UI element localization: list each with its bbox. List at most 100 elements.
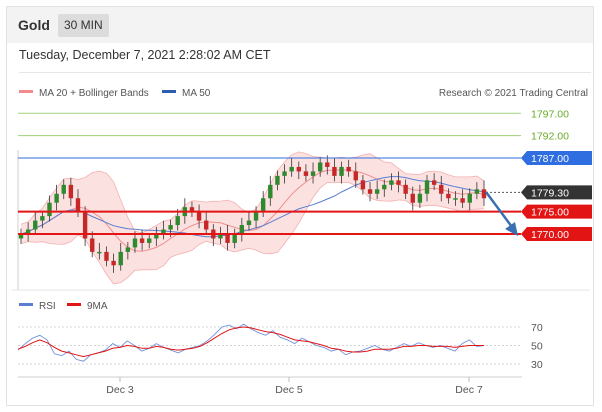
- candle-body: [431, 180, 437, 185]
- key-levels: 1797.00 1792.00 1787.00 1779.30 1775.00 1770.…: [18, 108, 592, 241]
- candle-body: [225, 234, 230, 243]
- resistance-label: 1792.00: [531, 131, 569, 143]
- bollinger-band: [21, 151, 484, 284]
- candle-body: [325, 162, 330, 167]
- candle-body: [296, 166, 301, 172]
- candle-body: [97, 251, 102, 254]
- candle-body: [239, 225, 245, 234]
- candle-body: [47, 202, 52, 217]
- main-legend: MA 20 + Bollinger Bands MA 50 Research ©…: [19, 88, 588, 99]
- candle-body: [90, 238, 95, 252]
- candle-body: [82, 211, 88, 239]
- candle-body: [61, 184, 66, 194]
- x-tick-label: Dec 7: [455, 384, 483, 396]
- ma9-legend-swatch: [67, 303, 81, 306]
- timeframe-button[interactable]: 30 MIN: [58, 14, 109, 37]
- instrument-title: Gold: [18, 17, 50, 33]
- candle-body: [360, 180, 366, 190]
- forecast-arrow-shaft: [484, 191, 514, 228]
- forecast-arrow-head: [505, 222, 518, 236]
- rsi-tick-label: 50: [531, 341, 543, 353]
- rsi-grid: 70 50 30: [18, 322, 543, 371]
- candle-body: [104, 251, 109, 261]
- support-level-tag: [521, 227, 592, 241]
- rsi-tick-label: 70: [531, 322, 543, 334]
- candlesticks: [18, 155, 487, 273]
- candle-body: [232, 234, 237, 243]
- candle-body: [189, 207, 195, 212]
- rsi-legend: RSI 9MA: [19, 301, 108, 312]
- candle-body: [474, 189, 480, 194]
- ma50-legend-swatch: [162, 90, 176, 93]
- candle-body: [18, 234, 24, 239]
- candle-body: [275, 175, 280, 185]
- candle-body: [25, 229, 31, 234]
- rsi-tick-label: 30: [531, 359, 543, 371]
- candle-body: [424, 180, 430, 194]
- candle-body: [154, 234, 159, 239]
- candle-body: [382, 184, 387, 190]
- bollinger-lower: [20, 181, 485, 285]
- candle-body: [481, 189, 487, 199]
- candle-body: [175, 216, 180, 226]
- candle-body: [125, 247, 131, 252]
- candle-body: [204, 220, 209, 230]
- candle-body: [332, 166, 337, 176]
- pivot-level-tag: [521, 151, 592, 165]
- candle-body: [68, 184, 74, 199]
- candle-body: [139, 238, 145, 243]
- candle-body: [403, 184, 408, 194]
- bollinger-legend-label: MA 20 + Bollinger Bands: [39, 88, 149, 99]
- candle-body: [289, 166, 294, 172]
- chart-header: Gold 30 MIN: [7, 7, 593, 43]
- support-level-label: 1770.00: [531, 229, 569, 241]
- candle-body: [396, 180, 401, 185]
- candle-body: [460, 198, 465, 203]
- candle-body: [218, 234, 223, 239]
- candle-body: [161, 229, 166, 234]
- candle-body: [147, 238, 152, 243]
- support-level-tag: [521, 204, 592, 219]
- candle-body: [33, 220, 38, 230]
- x-axis-ticks: Dec 3 Dec 5 Dec 7: [106, 377, 483, 396]
- candle-body: [260, 198, 266, 212]
- candle-body: [353, 171, 358, 181]
- candle-body: [367, 189, 373, 194]
- candle-body: [374, 189, 380, 194]
- candle-body: [346, 166, 351, 172]
- resistance-label: 1797.00: [531, 108, 569, 120]
- analysis-timestamp: Tuesday, December 7, 2021 2:28:02 AM CET: [19, 48, 271, 62]
- ma9-line: [17, 326, 484, 358]
- ma9-legend-label: 9MA: [87, 301, 108, 312]
- bollinger-legend-swatch: [19, 90, 33, 93]
- ma50-legend-label: MA 50: [182, 88, 211, 99]
- candle-body: [317, 162, 323, 172]
- candle-body: [467, 193, 472, 203]
- x-tick-label: Dec 5: [275, 384, 303, 396]
- last-level-tag: [521, 185, 592, 200]
- candle-body: [282, 171, 287, 176]
- candle-body: [168, 225, 173, 230]
- candle-body: [40, 216, 45, 221]
- candle-body: [439, 184, 444, 194]
- candle-body: [453, 198, 458, 200]
- candle-body: [111, 260, 116, 266]
- ma50-line: [20, 176, 485, 238]
- candle-body: [75, 198, 81, 212]
- last-level-label: 1779.30: [531, 187, 569, 199]
- candle-body: [310, 171, 316, 176]
- candle-body: [410, 193, 415, 203]
- candle-body: [303, 171, 309, 176]
- rsi-legend-swatch: [19, 303, 33, 306]
- rsi-legend-label: RSI: [39, 301, 56, 312]
- candle-body: [246, 220, 252, 226]
- candle-body: [132, 238, 138, 248]
- candle-body: [417, 193, 423, 203]
- pivot-level-label: 1787.00: [531, 153, 569, 165]
- header-divider: [19, 72, 591, 73]
- candle-body: [196, 211, 202, 221]
- candle-body: [118, 251, 123, 266]
- candle-body: [446, 193, 451, 199]
- research-credit: Research © 2021 Trading Central: [439, 88, 588, 99]
